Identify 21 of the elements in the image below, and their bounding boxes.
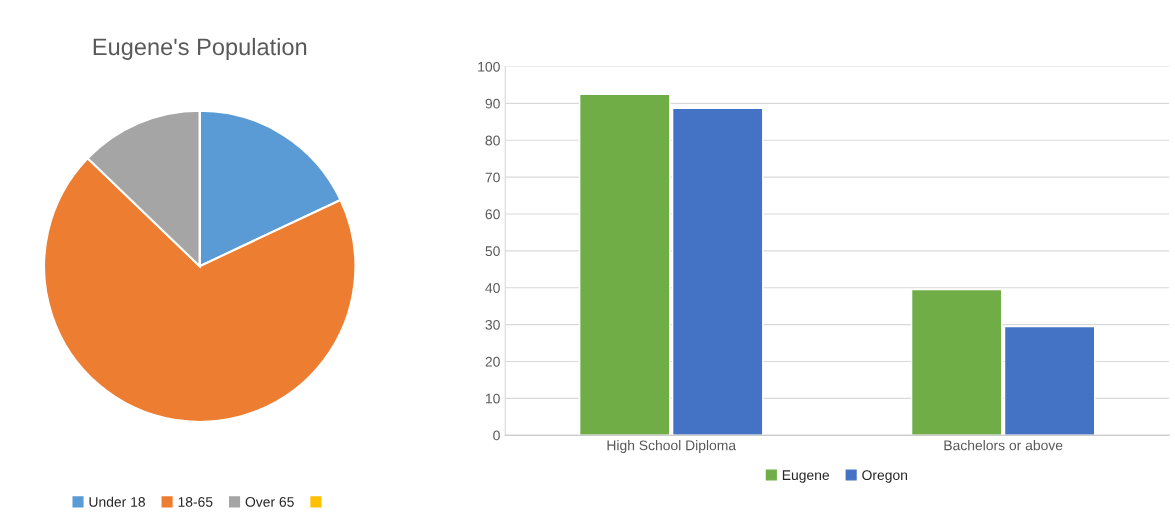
y-tick-label: 90	[485, 98, 500, 109]
y-tick-label: 40	[485, 283, 500, 293]
y-tick-label: 60	[485, 209, 500, 220]
legend-label: 18-65	[178, 497, 213, 507]
y-tick-label: 50	[485, 246, 500, 257]
y-tick-label: 10	[486, 393, 500, 404]
legend-label: Over 65	[245, 497, 294, 507]
y-tick-label: 70	[485, 172, 500, 183]
y-tick-label: 0	[493, 430, 500, 441]
legend-label: Eugene	[782, 470, 830, 483]
y-tick-label: 20	[485, 356, 500, 367]
x-tick-label: High School Diploma	[607, 440, 737, 454]
y-tick-label: 100	[478, 61, 500, 72]
bar	[1003, 325, 1096, 436]
bar	[910, 288, 1003, 436]
y-tick-label: 80	[485, 135, 500, 146]
x-tick-label: Bachelors or above	[944, 440, 1063, 451]
chart-title: Eugene's Population	[93, 37, 307, 60]
legend-label: Oregon	[862, 470, 907, 483]
y-tick-label: 30	[485, 319, 500, 330]
legend-label: Under 18	[89, 496, 145, 507]
